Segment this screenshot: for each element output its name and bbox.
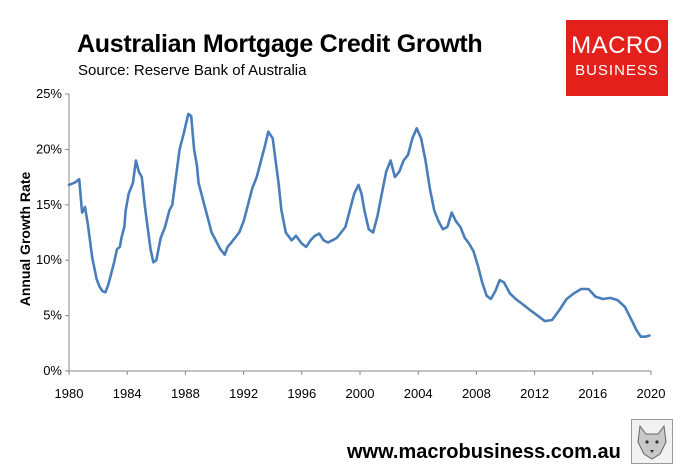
- macrobusiness-logo[interactable]: MACRO BUSINESS: [566, 20, 668, 96]
- logo-line-1: MACRO: [571, 32, 663, 59]
- chart-ticks: 0% 5% 10% 15% 20% 25% 1980 1984 1988 1992 1996 2000…: [36, 86, 665, 401]
- logo-line-2: BUSINESS: [575, 62, 659, 79]
- wolf-icon: [637, 424, 667, 460]
- x-tick-label: 2012: [520, 386, 549, 401]
- y-tick-label: 25%: [36, 86, 62, 101]
- website-url[interactable]: www.macrobusiness.com.au: [347, 441, 621, 463]
- x-tick-label: 2004: [404, 386, 433, 401]
- chart-axes: [68, 94, 651, 372]
- x-tick-label: 2020: [637, 386, 666, 401]
- y-tick-label: 0%: [43, 363, 62, 378]
- y-tick-label: 5%: [43, 308, 62, 323]
- y-tick-label: 15%: [36, 197, 62, 212]
- y-axis-label: Annual Growth Rate: [17, 172, 33, 307]
- wolf-mascot-badge: [631, 419, 673, 464]
- series-line: [67, 112, 651, 339]
- x-tick-label: 2000: [346, 386, 375, 401]
- chart-subtitle: Source: Reserve Bank of Australia: [78, 62, 307, 79]
- y-tick-label: 20%: [36, 141, 62, 156]
- x-tick-label: 1996: [287, 386, 316, 401]
- x-tick-label: 2008: [462, 386, 491, 401]
- chart-series: [67, 112, 651, 339]
- chart-title: Australian Mortgage Credit Growth: [77, 30, 483, 58]
- x-tick-label: 1980: [55, 386, 84, 401]
- x-tick-label: 1992: [229, 386, 258, 401]
- x-tick-label: 2016: [578, 386, 607, 401]
- x-tick-label: 1988: [171, 386, 200, 401]
- x-tick-label: 1984: [113, 386, 142, 401]
- y-tick-label: 10%: [36, 252, 62, 267]
